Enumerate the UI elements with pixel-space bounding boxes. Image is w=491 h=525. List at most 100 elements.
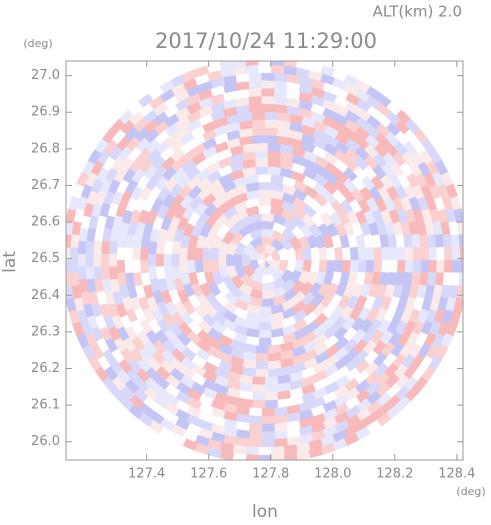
echo-cell <box>66 259 71 273</box>
echo-cell <box>108 265 119 280</box>
echo-cell <box>274 96 288 106</box>
echo-cell <box>271 454 285 460</box>
echo-cell <box>255 142 269 152</box>
echo-cell <box>274 438 288 448</box>
y-tick-label: 26.9 <box>31 105 60 120</box>
x-axis-label: lon <box>252 502 278 521</box>
y-tick-label: 26.7 <box>31 178 60 193</box>
y-tick-label: 26.3 <box>31 324 60 339</box>
echo-cell <box>283 61 298 68</box>
echo-cell <box>267 158 282 168</box>
y-tick-label: 27.0 <box>31 68 60 83</box>
echo-cell <box>251 384 266 393</box>
chart-title: 2017/10/24 11:29:00 <box>155 29 377 53</box>
echo-cell <box>66 272 72 286</box>
echo-cell <box>349 259 359 274</box>
echo-cell <box>434 233 445 248</box>
echo-cell <box>258 197 272 206</box>
echo-cell <box>334 259 344 274</box>
echo-cell <box>248 438 263 448</box>
y-unit: (deg) <box>23 37 52 50</box>
echo-cell <box>258 306 272 315</box>
echo-cell <box>271 61 285 66</box>
echo-cell <box>251 376 266 386</box>
echo-cell <box>450 233 461 248</box>
echo-cell <box>178 246 189 261</box>
x-tick-label: 127.4 <box>128 467 165 482</box>
echo-cell <box>274 103 289 114</box>
echo-field <box>66 61 463 460</box>
echo-cell <box>100 240 111 255</box>
y-tick-label: 26.1 <box>31 398 60 413</box>
echo-cell <box>258 173 272 183</box>
echo-cell <box>147 265 158 280</box>
echo-cell <box>77 253 86 267</box>
echo-cell <box>264 111 279 121</box>
echo-cell <box>77 240 87 255</box>
echo-cell <box>274 72 288 82</box>
echo-cell <box>271 446 285 456</box>
echo-cell <box>171 253 180 267</box>
echo-cell <box>85 265 95 280</box>
echo-cell <box>318 246 328 261</box>
echo-cell <box>264 127 279 136</box>
echo-cell <box>232 61 247 68</box>
altitude-label: ALT(km) 2.0 <box>373 3 462 21</box>
echo-cell <box>258 329 272 339</box>
echo-cell <box>155 253 164 267</box>
echo-cell <box>85 240 95 255</box>
echo-cell <box>108 253 118 267</box>
echo-cell <box>258 454 272 460</box>
echo-cell <box>147 240 158 255</box>
echo-cell <box>274 88 288 98</box>
echo-cell <box>261 439 275 448</box>
echo-cell <box>255 353 269 362</box>
echo-cell <box>412 246 422 261</box>
echo-cell <box>251 119 266 129</box>
echo-cell <box>69 233 80 248</box>
plot-frame <box>65 60 464 461</box>
echo-cell <box>194 259 204 274</box>
echo-cell <box>186 246 196 261</box>
echo-cell <box>116 259 126 274</box>
echo-cell <box>357 259 367 274</box>
echo-cell <box>412 259 422 274</box>
echo-cell <box>267 150 282 160</box>
echo-cell <box>261 282 275 292</box>
echo-cell <box>255 368 269 378</box>
x-unit: (deg) <box>456 485 485 498</box>
echo-cell <box>341 246 352 261</box>
echo-cell <box>132 246 141 261</box>
echo-cell <box>267 166 282 176</box>
echo-cell <box>443 246 453 261</box>
y-tick-label: 26.5 <box>31 251 60 266</box>
x-tick-label: 128.2 <box>376 467 413 482</box>
echo-cell <box>202 246 212 261</box>
echo-cell <box>255 150 269 160</box>
echo-cell <box>248 72 263 82</box>
echo-cell <box>210 259 220 274</box>
echo-cell <box>261 212 275 223</box>
echo-cell <box>267 352 282 362</box>
echo-cell <box>251 111 266 121</box>
echo-cell <box>381 259 391 274</box>
echo-cell <box>261 80 275 89</box>
echo-cell <box>69 259 79 274</box>
echo-cell <box>261 72 275 81</box>
echo-cell <box>261 423 275 432</box>
echo-cell <box>217 253 227 267</box>
echo-cell <box>274 430 288 440</box>
echo-cell <box>219 61 235 70</box>
echo-cell <box>251 127 266 136</box>
echo-cell <box>147 253 157 267</box>
echo-cell <box>139 246 149 261</box>
x-tick-label: 128.0 <box>314 467 351 482</box>
echo-cell <box>108 240 119 255</box>
echo-cell <box>261 290 275 300</box>
echo-cell <box>124 259 134 274</box>
echo-cell <box>100 265 111 280</box>
echo-cell <box>233 253 243 267</box>
echo-cell <box>261 103 276 113</box>
y-tick-label: 26.8 <box>31 141 60 156</box>
